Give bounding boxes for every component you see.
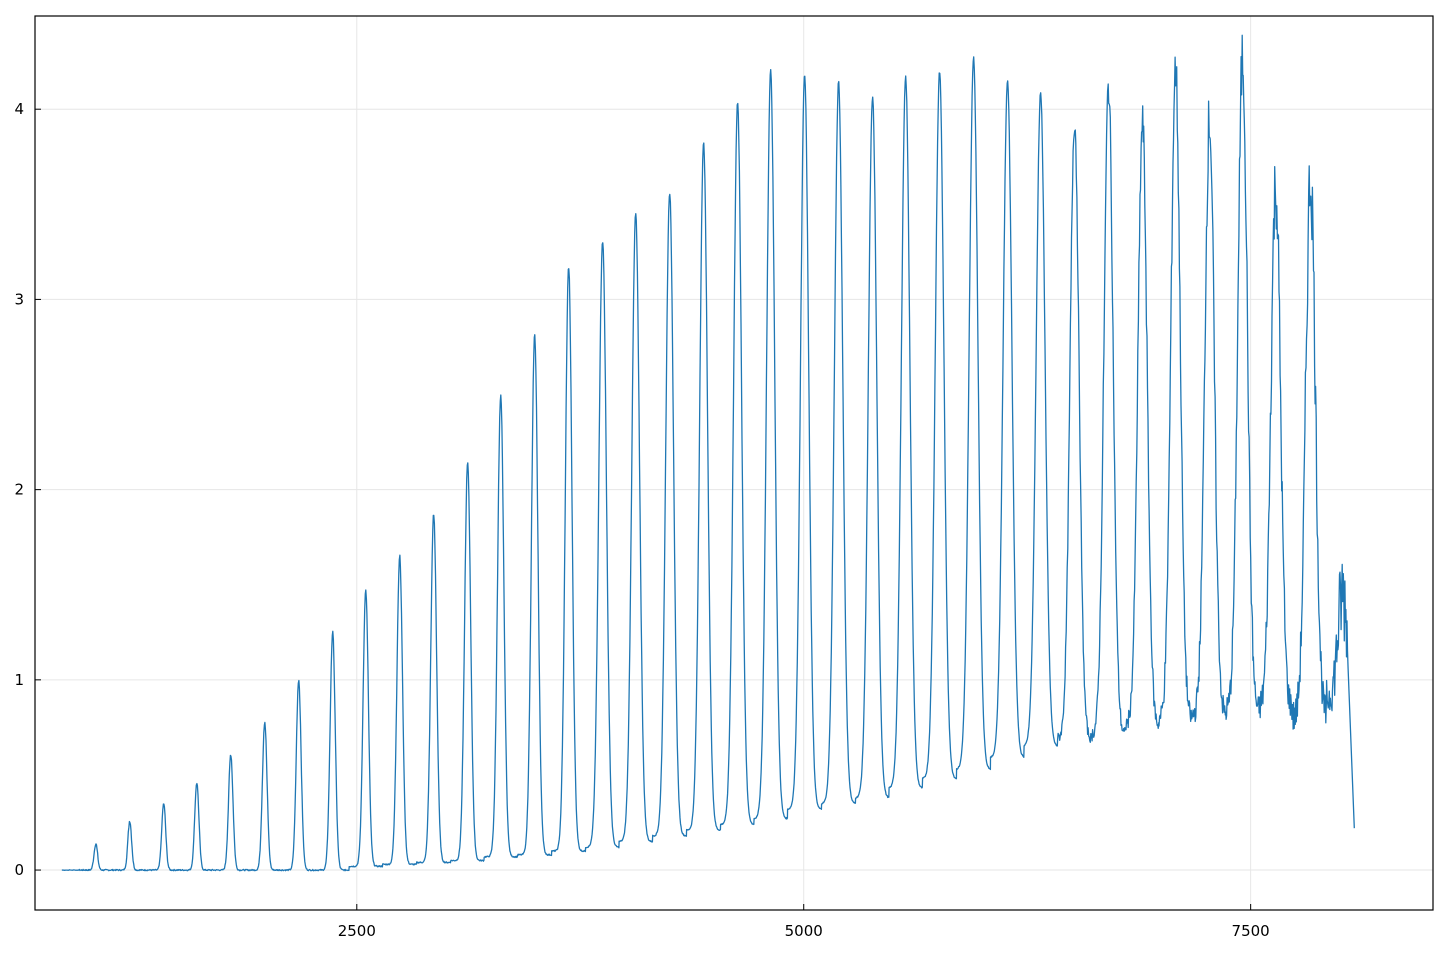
plot-frame (34, 15, 1434, 911)
x-axis: 2500 5000 7500 (338, 904, 1270, 940)
x-tick-label: 7500 (1232, 922, 1270, 940)
y-tick-label: 4 (14, 100, 24, 118)
y-tick-label: 1 (14, 671, 24, 689)
y-tick-label: 2 (14, 481, 24, 499)
x-tick-label: 2500 (338, 922, 376, 940)
series-line (61, 34, 1355, 872)
plot-area (61, 34, 1355, 872)
x-tick-label: 5000 (785, 922, 823, 940)
x-grid (356, 16, 1252, 910)
y-tick-label: 3 (14, 290, 24, 308)
y-axis: 0 1 2 3 4 (14, 100, 41, 879)
y-grid (35, 108, 1433, 871)
y-tick-label: 0 (14, 861, 24, 879)
